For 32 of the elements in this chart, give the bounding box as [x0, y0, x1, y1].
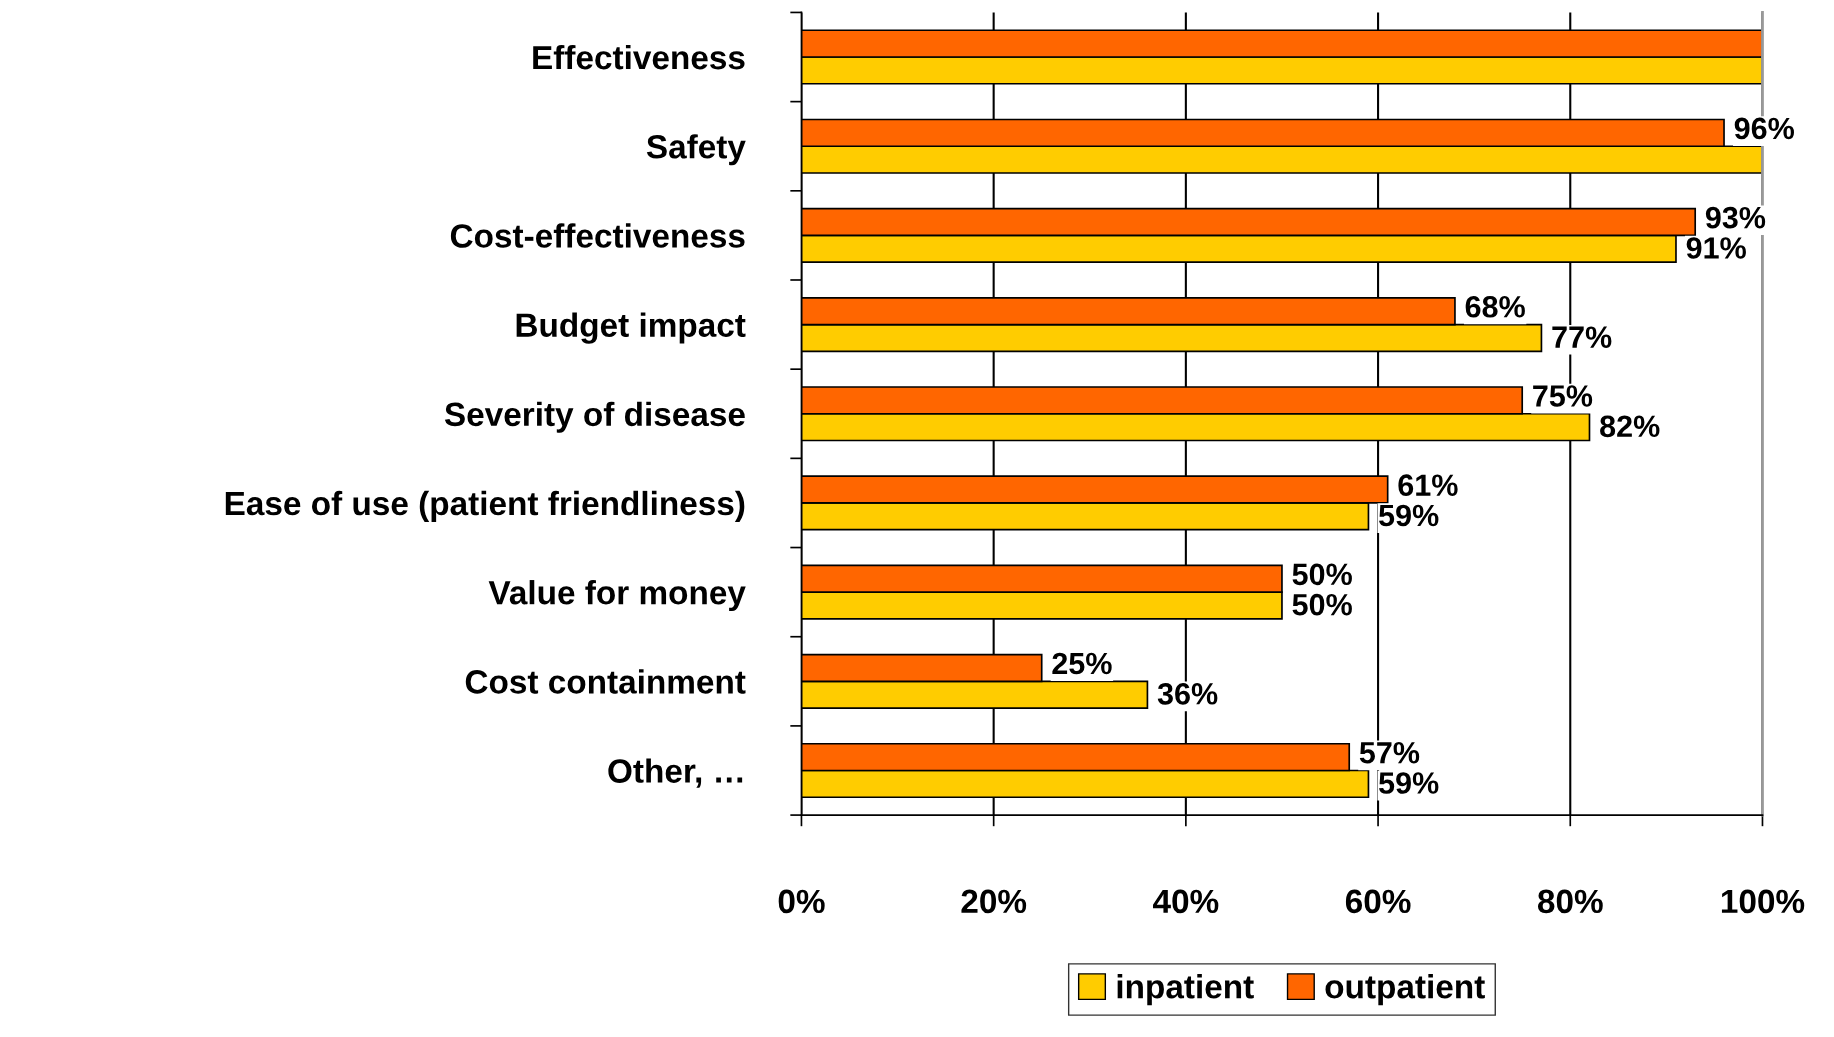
data-label: 36% — [1157, 683, 1218, 705]
legend-label: outpatient — [1325, 974, 1485, 1006]
data-label: 93% — [1705, 206, 1766, 229]
data-label: 57% — [1359, 741, 1420, 764]
x-tick-label: 60% — [1345, 889, 1411, 914]
data-label: 50% — [1292, 563, 1352, 586]
data-label: 68% — [1465, 295, 1525, 318]
y-tick-label: Effectiveness — [533, 44, 745, 70]
y-tick-label: Value for money — [488, 580, 746, 612]
x-tick-label: 0% — [778, 889, 825, 914]
y-tick-label: Other, … — [608, 758, 743, 788]
data-label: 82% — [1600, 415, 1660, 438]
data-label: 50% — [1292, 593, 1352, 616]
x-tick-label: 40% — [1153, 889, 1219, 914]
y-tick-label: Cost containment — [465, 669, 746, 694]
y-tick-label: Ease of use (patient friendliness) — [225, 490, 745, 522]
data-label: 77% — [1552, 326, 1612, 348]
data-label: 59% — [1379, 772, 1439, 794]
data-label: 61% — [1398, 474, 1458, 496]
data-label: 75% — [1533, 385, 1593, 407]
x-tick-label: 100% — [1721, 889, 1805, 914]
data-label: 59% — [1379, 504, 1439, 527]
data-label: 25% — [1052, 652, 1112, 675]
data-label: 91% — [1686, 237, 1746, 259]
legend-label: inpatient — [1117, 974, 1254, 1006]
x-tick-label: 20% — [961, 889, 1027, 914]
x-tick-label: 80% — [1537, 889, 1603, 914]
data-label: 96% — [1734, 117, 1794, 140]
y-tick-label: Cost-effectiveness — [450, 223, 745, 248]
y-tick-label: Severity of disease — [444, 401, 745, 433]
y-tick-label: Budget impact — [516, 312, 746, 344]
y-tick-label: Safety — [646, 134, 746, 166]
